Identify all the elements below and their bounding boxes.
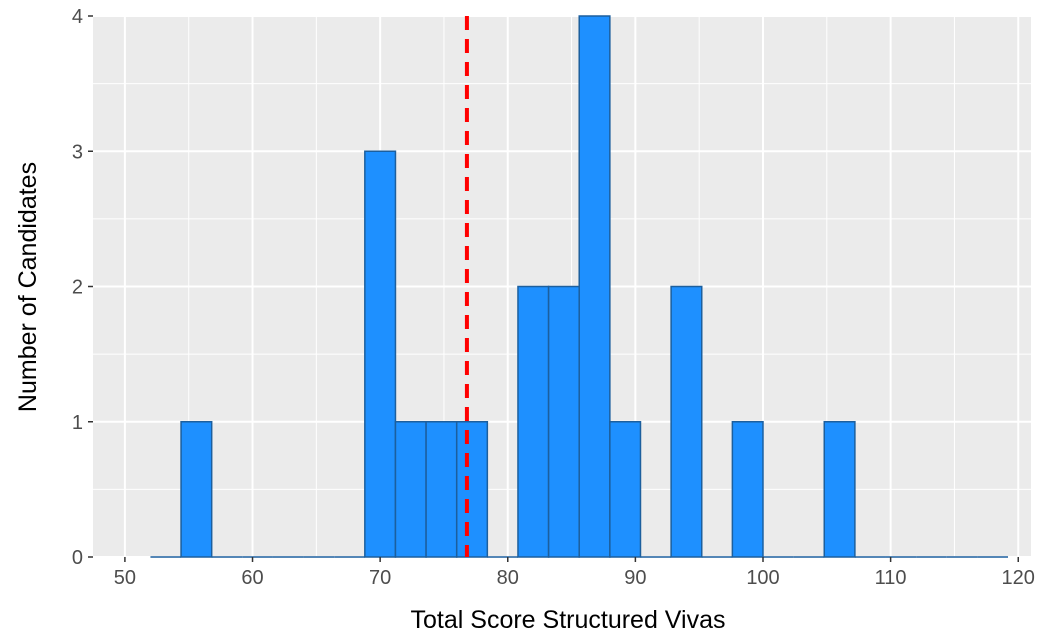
y-axis-ticks: 0 1 2 3 4	[72, 6, 93, 569]
histogram-bar	[670, 285, 703, 558]
y-tick-label: 4	[72, 6, 83, 28]
histogram-bars	[150, 15, 1009, 558]
histogram-bar	[731, 421, 764, 558]
x-tick-label: 120	[1002, 567, 1035, 589]
x-axis-title: Total Score Structured Vivas	[411, 606, 726, 634]
x-tick-label: 60	[241, 567, 263, 589]
x-tick-label: 70	[369, 567, 391, 589]
y-axis-title: Number of Candidates	[14, 162, 42, 412]
histogram-bar	[364, 150, 397, 558]
x-tick-label: 50	[114, 567, 136, 589]
x-tick-label: 80	[497, 567, 519, 589]
histogram-bar	[517, 285, 550, 558]
x-tick-label: 110	[875, 567, 907, 589]
histogram-bar	[578, 15, 611, 558]
histogram-bar	[609, 421, 642, 558]
x-tick-label: 90	[624, 567, 646, 589]
y-tick-label: 1	[72, 412, 83, 434]
x-tick-label: 100	[746, 567, 779, 589]
histogram-bar	[394, 421, 427, 558]
histogram-bar	[180, 421, 213, 558]
histogram-bar	[425, 421, 458, 558]
y-tick-label: 3	[72, 141, 83, 163]
histogram-bar	[455, 421, 489, 558]
y-tick-label: 2	[72, 277, 83, 299]
x-axis-ticks: 50 60 70 80 90 100 110 120	[114, 557, 1035, 589]
y-tick-label: 0	[72, 547, 83, 569]
histogram-bar	[823, 421, 856, 558]
histogram-bar	[547, 285, 580, 558]
